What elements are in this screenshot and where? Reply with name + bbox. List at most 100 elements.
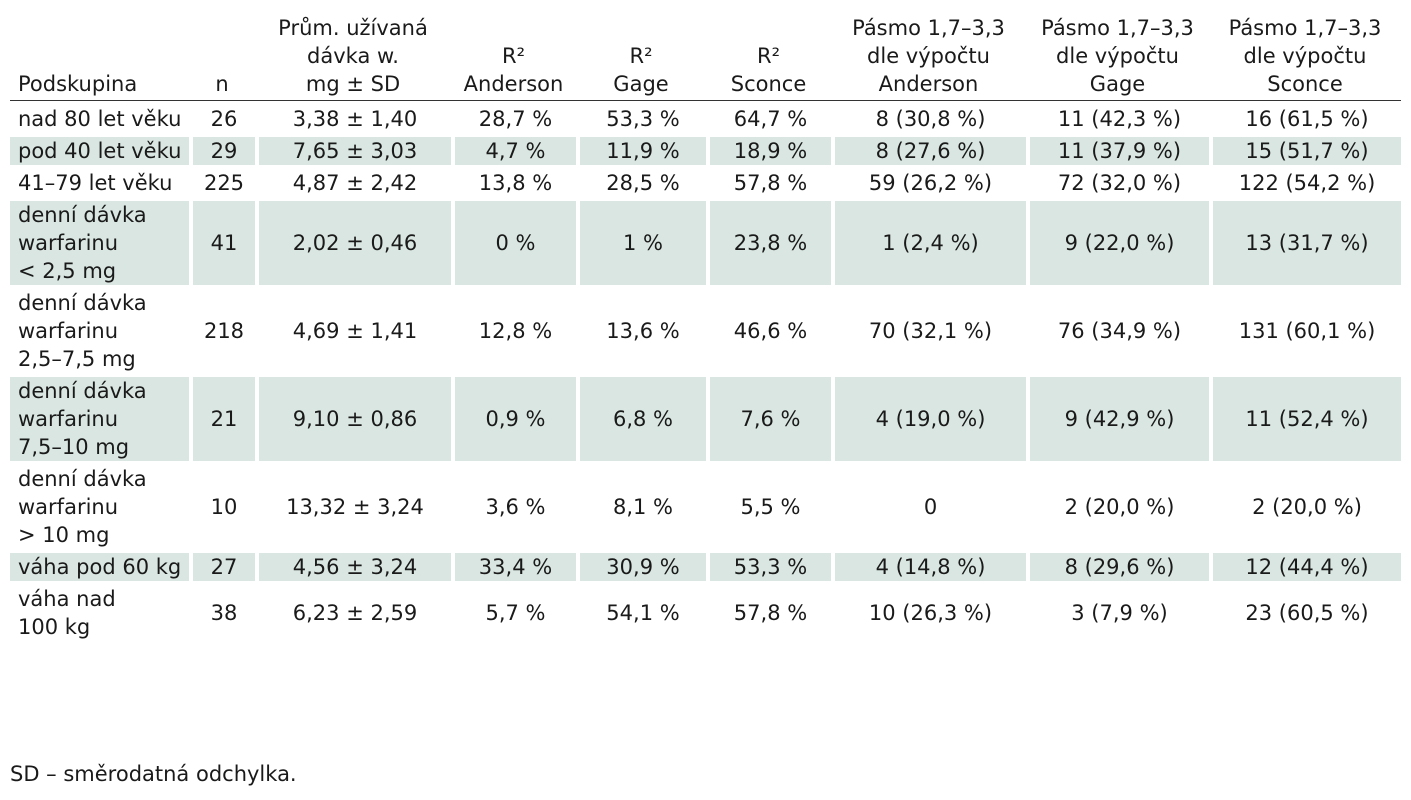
row-label-line: denní dávka [18,291,147,315]
table-cell: 11 (42,3 %) [1026,105,1209,133]
table-row: denní dávka warfarinu 7,5–10 mg 21 9,10 ± 0,… [10,377,1401,461]
table-cell: 0,9 % [451,377,576,461]
row-label-line: váha nad [18,587,116,611]
table-cell: 11 (37,9 %) [1026,137,1209,165]
table-cell: 72 (32,0 %) [1026,169,1209,197]
table-cell: 218 [189,289,255,373]
row-label-line: < 2,5 mg [18,259,117,283]
table-row: pod 40 let věku 29 7,65 ± 3,03 4,7 % 11,9 % 1… [10,137,1401,165]
column-header: Pásmo 1,7–3,3 dle výpočtu Gage [1026,14,1209,101]
row-label: pod 40 let věku [10,137,189,165]
column-header: n [189,14,255,101]
table-cell: 13,6 % [576,289,706,373]
table-cell: 18,9 % [706,137,831,165]
table-cell: 23 (60,5 %) [1209,585,1401,641]
table-cell: 9 (22,0 %) [1026,201,1209,285]
row-label-line: pod 40 let věku [18,139,182,163]
row-label-line: 100 kg [18,615,91,639]
table-cell: 13,8 % [451,169,576,197]
row-label-line: denní dávka [18,379,147,403]
table-cell: 7,65 ± 3,03 [255,137,451,165]
table-cell: 0 [831,465,1026,549]
column-header: Podskupina [10,14,189,101]
table-body: nad 80 let věku 26 3,38 ± 1,40 28,7 % 53,3 %… [10,105,1401,641]
table-cell: 122 (54,2 %) [1209,169,1401,197]
table-cell: 23,8 % [706,201,831,285]
column-header-line: dle výpočtu [1056,44,1179,68]
table-cell: 53,3 % [706,553,831,581]
column-header-line: Sconce [730,72,807,96]
table-cell: 8 (27,6 %) [831,137,1026,165]
table-cell: 13,32 ± 3,24 [255,465,451,549]
column-header-line: R² [756,44,780,68]
table-cell: 6,8 % [576,377,706,461]
table-cell: 64,7 % [706,105,831,133]
table-cell: 28,7 % [451,105,576,133]
row-label-line: warfarinu [18,231,119,255]
table-cell: 3 (7,9 %) [1026,585,1209,641]
results-table: Podskupina n Prům. užívaná dávka w. mg ± SD R… [10,10,1401,645]
table-cell: 225 [189,169,255,197]
table-cell: 1 (2,4 %) [831,201,1026,285]
table-cell: 4,7 % [451,137,576,165]
footnote: SD – směrodatná odchylka. [10,762,297,786]
column-header-line: Prům. užívaná [278,16,428,40]
row-label: váha pod 60 kg [10,553,189,581]
row-label-line: denní dávka [18,203,147,227]
table-cell: 10 [189,465,255,549]
column-header-line: Pásmo 1,7–3,3 [1228,16,1382,40]
table-row: 41–79 let věku 225 4,87 ± 2,42 13,8 % 28,5 %… [10,169,1401,197]
column-header-line: R² [501,44,525,68]
row-label-line: > 10 mg [18,523,110,547]
table-cell: 29 [189,137,255,165]
table-cell: 12 (44,4 %) [1209,553,1401,581]
row-label: nad 80 let věku [10,105,189,133]
table-cell: 8 (29,6 %) [1026,553,1209,581]
column-header: R² Anderson [451,14,576,101]
table-cell: 76 (34,9 %) [1026,289,1209,373]
table-cell: 9 (42,9 %) [1026,377,1209,461]
column-header-line: mg ± SD [305,72,401,96]
column-header-line: Anderson [463,72,564,96]
table-cell: 28,5 % [576,169,706,197]
table-cell: 4,69 ± 1,41 [255,289,451,373]
table-cell: 8,1 % [576,465,706,549]
row-label-line: denní dávka [18,467,147,491]
table-cell: 57,8 % [706,585,831,641]
row-label: denní dávka warfarinu 7,5–10 mg [10,377,189,461]
column-header-line: Pásmo 1,7–3,3 [852,16,1005,40]
table-cell: 11 (52,4 %) [1209,377,1401,461]
column-header: Pásmo 1,7–3,3 dle výpočtu Anderson [831,14,1026,101]
table-cell: 10 (26,3 %) [831,585,1026,641]
row-label-line: 2,5–7,5 mg [18,347,136,371]
table-row: váha nad 100 kg 38 6,23 ± 2,59 5,7 % 54,1 % 57… [10,585,1401,641]
table-cell: 59 (26,2 %) [831,169,1026,197]
table-cell: 15 (51,7 %) [1209,137,1401,165]
table-cell: 70 (32,1 %) [831,289,1026,373]
table-cell: 5,7 % [451,585,576,641]
column-header-line: n [215,72,229,96]
table-cell: 8 (30,8 %) [831,105,1026,133]
table-header: Podskupina n Prům. užívaná dávka w. mg ± SD R… [10,14,1401,101]
table-cell: 7,6 % [706,377,831,461]
table-cell: 2,02 ± 0,46 [255,201,451,285]
table-cell: 2 (20,0 %) [1026,465,1209,549]
table-cell: 12,8 % [451,289,576,373]
table-cell: 11,9 % [576,137,706,165]
row-label-line: 7,5–10 mg [18,435,130,459]
column-header: Prům. užívaná dávka w. mg ± SD [255,14,451,101]
table-cell: 131 (60,1 %) [1209,289,1401,373]
column-header-line: Anderson [878,72,979,96]
table-cell: 9,10 ± 0,86 [255,377,451,461]
header-row: Podskupina n Prům. užívaná dávka w. mg ± SD R… [10,14,1401,101]
row-label: denní dávka warfarinu > 10 mg [10,465,189,549]
table-row: denní dávka warfarinu > 10 mg 10 13,32 ± 3,2… [10,465,1401,549]
row-label-line: warfarinu [18,407,119,431]
row-label-line: váha pod 60 kg [18,555,182,579]
table-cell: 16 (61,5 %) [1209,105,1401,133]
row-label-line: warfarinu [18,495,119,519]
table-cell: 4 (19,0 %) [831,377,1026,461]
table-cell: 4 (14,8 %) [831,553,1026,581]
row-label-line: warfarinu [18,319,119,343]
table-cell: 53,3 % [576,105,706,133]
